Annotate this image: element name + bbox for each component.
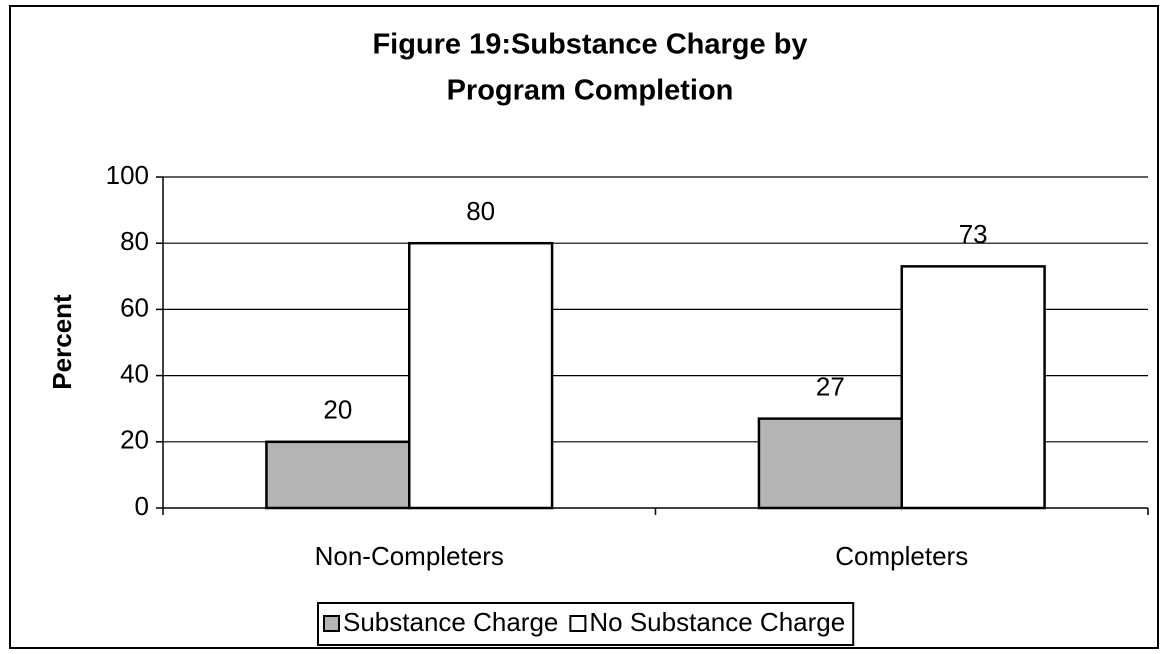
legend-swatch [569,615,587,632]
value-label: 80 [466,196,495,226]
y-tick-label: 0 [135,491,149,521]
y-tick-label: 40 [120,358,149,388]
value-label: 27 [816,372,845,402]
bar [408,241,554,510]
x-tick-label: Non-Completers [315,541,504,571]
y-tick-label: 100 [106,160,149,190]
chart-title: Program Completion [447,75,734,107]
x-tick-label: Completers [835,541,968,571]
bar [757,417,903,510]
y-axis-label: Percent [47,294,77,390]
value-label: 20 [323,395,352,425]
bar [900,265,1046,510]
y-tick-label: 80 [120,226,149,256]
bar [265,440,411,510]
chart-title: Figure 19:Substance Charge by [372,29,807,61]
legend-label: Substance Charge [343,607,558,637]
y-tick-label: 60 [120,292,149,322]
y-tick-label: 20 [120,425,149,455]
legend-swatch [323,615,340,632]
value-label: 73 [959,219,988,249]
legend-label: No Substance Charge [589,607,845,637]
